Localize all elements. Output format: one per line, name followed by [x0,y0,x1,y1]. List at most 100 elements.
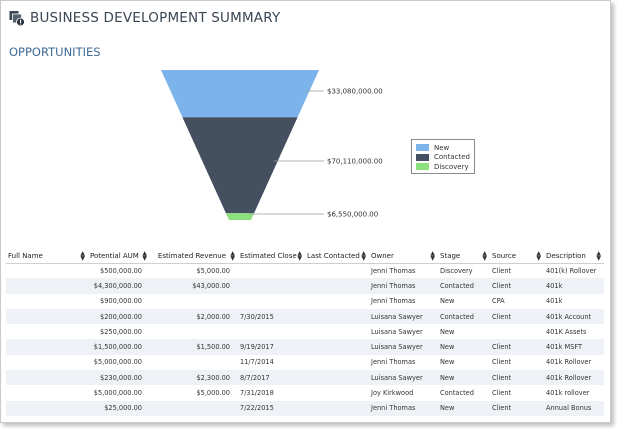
sort-icon[interactable]: ▲ ▼ [596,250,601,262]
legend-swatch [416,163,429,171]
sort-icon[interactable]: ▲ ▼ [230,250,235,262]
funnel-segment-contacted [182,117,298,214]
cell-full-name [6,324,88,339]
cell-source: Client [492,389,512,398]
cell-potential-aum: $5,000,000.00 [93,358,142,367]
cell-last-contacted [305,294,369,309]
cell-last-contacted [305,355,369,370]
cell-estimated-revenue [150,355,238,370]
table-row[interactable]: $25,000.00 7/22/2015 Jenni Thomas New Client… [6,400,604,416]
cell-estimated-close: 7/31/2018 [240,389,274,398]
cell-estimated-close [238,324,305,339]
cell-estimated-revenue: $1,500.00 [150,339,238,355]
cell-description: 401k Rollover [546,358,592,367]
cell-stage: Discovery [440,266,473,275]
legend-label: Discovery [434,162,469,171]
sort-icon[interactable]: ▲ ▼ [142,250,147,262]
cell-estimated-close: 9/19/2017 [238,339,305,355]
sort-icon[interactable]: ▲ ▼ [80,250,85,262]
cell-estimated-revenue [150,400,238,416]
table-row[interactable]: $4,300,000.00 $43,000.00 Jenni Thomas Conta… [6,278,604,294]
legend-item-contacted: Contacted [416,153,470,163]
cell-source: Client [490,278,544,294]
cell-estimated-revenue: $43,000.00 [150,278,238,294]
column-header-label: Potential AUM [90,251,139,260]
cell-owner: Jenni Thomas [371,358,416,367]
cell-stage: Contacted [438,278,490,294]
funnel-segment-discovery [225,213,255,220]
column-header-label: Last Contacted [307,251,360,260]
cell-description: 401k rollover [546,389,590,398]
table-row[interactable]: $200,000.00 $2,000.00 7/30/2015 Luisana Saw… [6,308,604,325]
column-header-full-name[interactable]: Full Name ▲ ▼ [6,249,88,264]
cell-description: 401(k) Rollover [546,266,597,275]
cell-potential-aum: $25,000.00 [88,400,150,416]
cell-source: Client [490,400,544,416]
sort-icon[interactable]: ▲ ▼ [430,250,435,262]
sort-icon[interactable]: ▲ ▼ [297,250,302,262]
cell-potential-aum: $250,000.00 [100,327,142,336]
table-row[interactable]: $250,000.00 Luisana Sawyer New 401K Assets [6,324,604,339]
table-body: $500,000.00 $5,000.00 Jenni Thomas Discover… [6,263,604,416]
cell-potential-aum: $200,000.00 [88,308,150,325]
cell-description: 401k Account [544,308,604,325]
opportunities-table: Full Name ▲ ▼ Potential AUM ▲ ▼ Estimated Reve… [6,249,604,416]
cell-full-name [6,400,88,416]
sort-icon[interactable]: ▲ ▼ [482,250,487,262]
table-row[interactable]: $230,000.00 $2,300.00 8/7/2017 Luisana Sawy… [6,370,604,386]
report-panel: BUSINESS DEVELOPMENT SUMMARY OPPORTUNITI… [0,0,611,423]
column-header-estimated-close[interactable]: Estimated Close ▲ ▼ [238,249,305,264]
cell-estimated-close [238,278,305,294]
column-header-estimated-revenue[interactable]: Estimated Revenue ▲ ▼ [150,249,238,264]
table-row[interactable]: $900,000.00 Jenni Thomas New CPA 401k [6,294,604,309]
cell-potential-aum: $900,000.00 [100,297,142,306]
cell-owner: Luisana Sawyer [369,308,438,325]
column-header-label: Estimated Close [240,251,297,260]
cell-source: Client [490,370,544,386]
cell-full-name [6,370,88,386]
cell-owner: Luisana Sawyer [369,370,438,386]
cell-owner: Luisana Sawyer [369,339,438,355]
cell-potential-aum: $5,000,000.00 [93,389,142,398]
sort-icon[interactable]: ▲ ▼ [361,250,366,262]
cell-source: CPA [492,297,505,306]
legend-label: New [434,143,450,152]
cell-estimated-close: 8/7/2017 [238,370,305,386]
cell-source: Client [492,266,512,275]
cell-last-contacted [305,339,369,355]
table-row[interactable]: $5,000,000.00 11/7/2014 Jenni Thomas New Cli… [6,355,604,370]
table-row[interactable]: $500,000.00 $5,000.00 Jenni Thomas Discover… [6,263,604,278]
cell-source: Client [492,358,512,367]
table-row[interactable]: $5,000,000.00 $5,000.00 7/31/2018 Joy Kirkw… [6,385,604,400]
column-header-label: Owner [371,251,394,260]
cell-last-contacted [305,385,369,400]
cell-potential-aum: $500,000.00 [100,266,142,275]
column-header-label: Description [546,251,586,260]
sort-icon[interactable]: ▲ ▼ [536,250,541,262]
column-header-stage[interactable]: Stage ▲ ▼ [438,249,490,264]
cell-full-name [6,294,88,309]
cell-stage: New [438,339,490,355]
cell-owner: Jenni Thomas [369,278,438,294]
cell-estimated-revenue [150,324,238,339]
legend-item-discovery: Discovery [416,162,470,172]
cell-source: Client [490,308,544,325]
column-header-description[interactable]: Description ▲ ▼ [544,249,604,264]
column-header-potential-aum[interactable]: Potential AUM ▲ ▼ [88,249,150,264]
cell-stage: Contacted [438,308,490,325]
legend-item-new: New [416,143,470,153]
column-header-source[interactable]: Source ▲ ▼ [490,249,544,264]
section-title: OPPORTUNITIES [9,45,101,59]
cell-potential-aum: $230,000.00 [88,370,150,386]
legend-swatch [416,144,429,152]
report-header: BUSINESS DEVELOPMENT SUMMARY [9,9,280,27]
cell-full-name [6,339,88,355]
cell-estimated-close: 11/7/2014 [240,358,274,367]
cell-estimated-revenue: $2,300.00 [150,370,238,386]
column-header-label: Stage [440,251,461,260]
cell-full-name [6,355,88,370]
table-row[interactable]: $1,500,000.00 $1,500.00 9/19/2017 Luisana S… [6,339,604,355]
column-header-owner[interactable]: Owner ▲ ▼ [369,249,438,264]
column-header-last-contacted[interactable]: Last Contacted ▲ ▼ [305,249,369,264]
cell-owner: Joy Kirkwood [371,389,414,398]
